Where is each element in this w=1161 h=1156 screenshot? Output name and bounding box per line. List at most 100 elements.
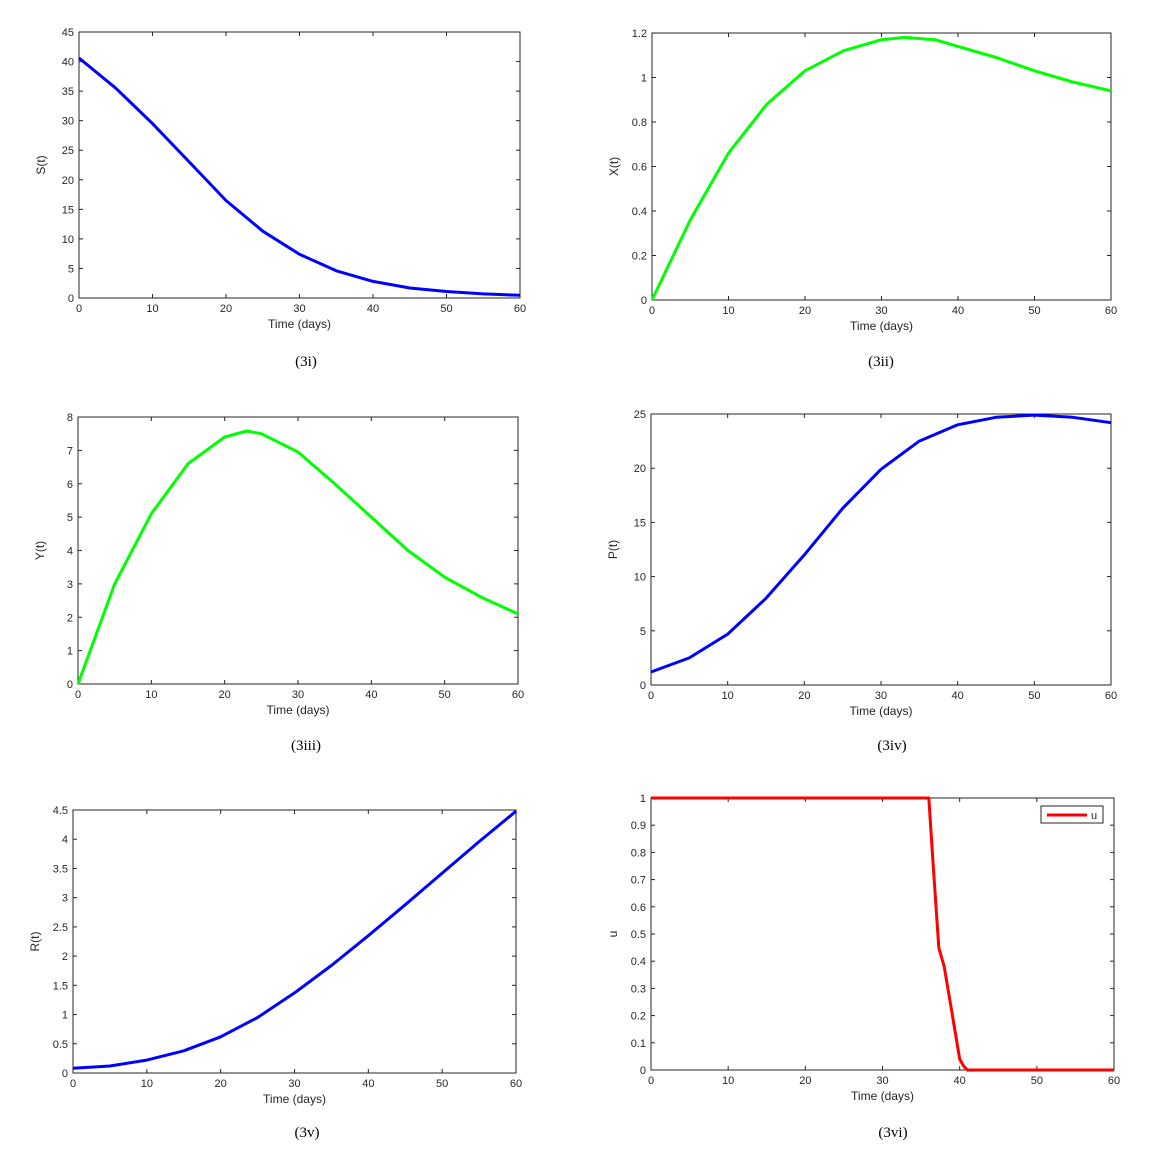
y-tick-label: 6 (67, 479, 73, 491)
y-tick-label: 0 (640, 680, 646, 692)
x-tick-label: 40 (367, 303, 379, 315)
y-tick-label: 0.2 (632, 251, 647, 263)
x-tick-label: 0 (649, 305, 655, 317)
x-tick-label: 40 (952, 690, 964, 702)
y-tick-label: 0.5 (631, 929, 646, 941)
y-tick-label: 2 (67, 612, 73, 624)
caption-3iii: (3iii) (291, 738, 321, 754)
x-tick-label: 30 (293, 303, 305, 315)
x-tick-label: 10 (722, 690, 734, 702)
y-tick-label: 0 (641, 295, 647, 307)
y-tick-label: 1 (62, 1010, 68, 1022)
y-axis-label: S(t) (34, 155, 48, 174)
y-tick-label: 8 (67, 412, 73, 424)
y-tick-label: 7 (67, 445, 73, 457)
y-axis-label: Y(t) (33, 541, 47, 560)
series-line (78, 56, 521, 297)
y-tick-label: 0 (67, 679, 73, 691)
x-axis-label: Time (days) (268, 317, 331, 331)
x-tick-label: 10 (722, 305, 734, 317)
x-tick-label: 30 (292, 689, 304, 701)
y-tick-label: 5 (68, 263, 74, 275)
y-tick-label: 3 (62, 893, 68, 905)
x-tick-label: 50 (1031, 1075, 1043, 1087)
plot-area (650, 797, 1115, 1071)
x-axis-label: Time (days) (850, 704, 913, 718)
plot-area (77, 416, 519, 685)
y-tick-label: 15 (62, 204, 74, 216)
y-tick-label: 10 (62, 234, 74, 246)
y-axis-label: u (606, 931, 620, 938)
y-tick-label: 0.3 (631, 983, 646, 995)
y-tick-label: 0 (62, 1068, 68, 1080)
x-tick-label: 40 (365, 689, 377, 701)
x-tick-label: 40 (954, 1075, 966, 1087)
x-tick-label: 60 (1105, 690, 1117, 702)
y-tick-label: 5 (640, 626, 646, 638)
y-tick-label: 0 (640, 1065, 646, 1077)
y-tick-label: 15 (634, 517, 646, 529)
y-tick-label: 3 (67, 579, 73, 591)
y-tick-label: 0.7 (631, 875, 646, 887)
y-tick-label: 4 (67, 546, 73, 558)
caption-3vi: (3vi) (878, 1125, 908, 1141)
x-tick-label: 0 (648, 1075, 654, 1087)
y-tick-label: 5 (67, 512, 73, 524)
x-tick-label: 10 (722, 1075, 734, 1087)
y-tick-label: 0.4 (632, 206, 647, 218)
plot-area (650, 413, 1112, 686)
y-tick-label: 0 (68, 293, 74, 305)
x-tick-label: 30 (288, 1078, 300, 1090)
x-tick-label: 10 (145, 689, 157, 701)
y-tick-label: 0.4 (631, 956, 646, 968)
y-tick-label: 35 (62, 86, 74, 98)
y-axis-label: P(t) (606, 540, 620, 559)
x-tick-label: 0 (75, 689, 81, 701)
x-axis-label: Time (days) (850, 319, 913, 333)
y-tick-label: 0.6 (632, 162, 647, 174)
x-tick-label: 10 (146, 303, 158, 315)
y-tick-label: 25 (62, 145, 74, 157)
y-tick-label: 25 (634, 409, 646, 421)
caption-3iv: (3iv) (877, 738, 907, 754)
y-tick-label: 20 (634, 463, 646, 475)
x-tick-label: 60 (1108, 1075, 1120, 1087)
y-tick-label: 0.9 (631, 820, 646, 832)
y-tick-label: 0.2 (631, 1011, 646, 1023)
x-tick-label: 0 (648, 690, 654, 702)
caption-3ii: (3ii) (868, 354, 894, 370)
x-tick-label: 30 (875, 690, 887, 702)
legend-label: u (1091, 810, 1097, 822)
y-tick-label: 1 (641, 73, 647, 85)
x-tick-label: 20 (798, 690, 810, 702)
y-tick-label: 4.5 (53, 805, 68, 817)
x-tick-label: 50 (436, 1078, 448, 1090)
y-tick-label: 4 (62, 834, 68, 846)
y-tick-label: 0.8 (631, 847, 646, 859)
y-tick-label: 45 (62, 27, 74, 39)
y-axis-label: X(t) (607, 157, 621, 176)
y-tick-label: 0.1 (631, 1038, 646, 1050)
caption-3i: (3i) (295, 354, 317, 370)
x-tick-label: 10 (141, 1078, 153, 1090)
series-line (72, 810, 517, 1070)
x-tick-label: 50 (439, 689, 451, 701)
y-tick-label: 0.6 (631, 902, 646, 914)
x-tick-label: 20 (215, 1078, 227, 1090)
x-tick-label: 20 (220, 303, 232, 315)
x-tick-label: 50 (1028, 690, 1040, 702)
y-tick-label: 2 (62, 951, 68, 963)
x-tick-label: 30 (876, 1075, 888, 1087)
x-tick-label: 50 (1028, 305, 1040, 317)
x-axis-label: Time (days) (851, 1089, 914, 1103)
y-tick-label: 1.2 (632, 28, 647, 40)
x-tick-label: 50 (440, 303, 452, 315)
plot-area (72, 809, 517, 1074)
x-axis-label: Time (days) (267, 703, 330, 717)
x-tick-label: 20 (799, 305, 811, 317)
